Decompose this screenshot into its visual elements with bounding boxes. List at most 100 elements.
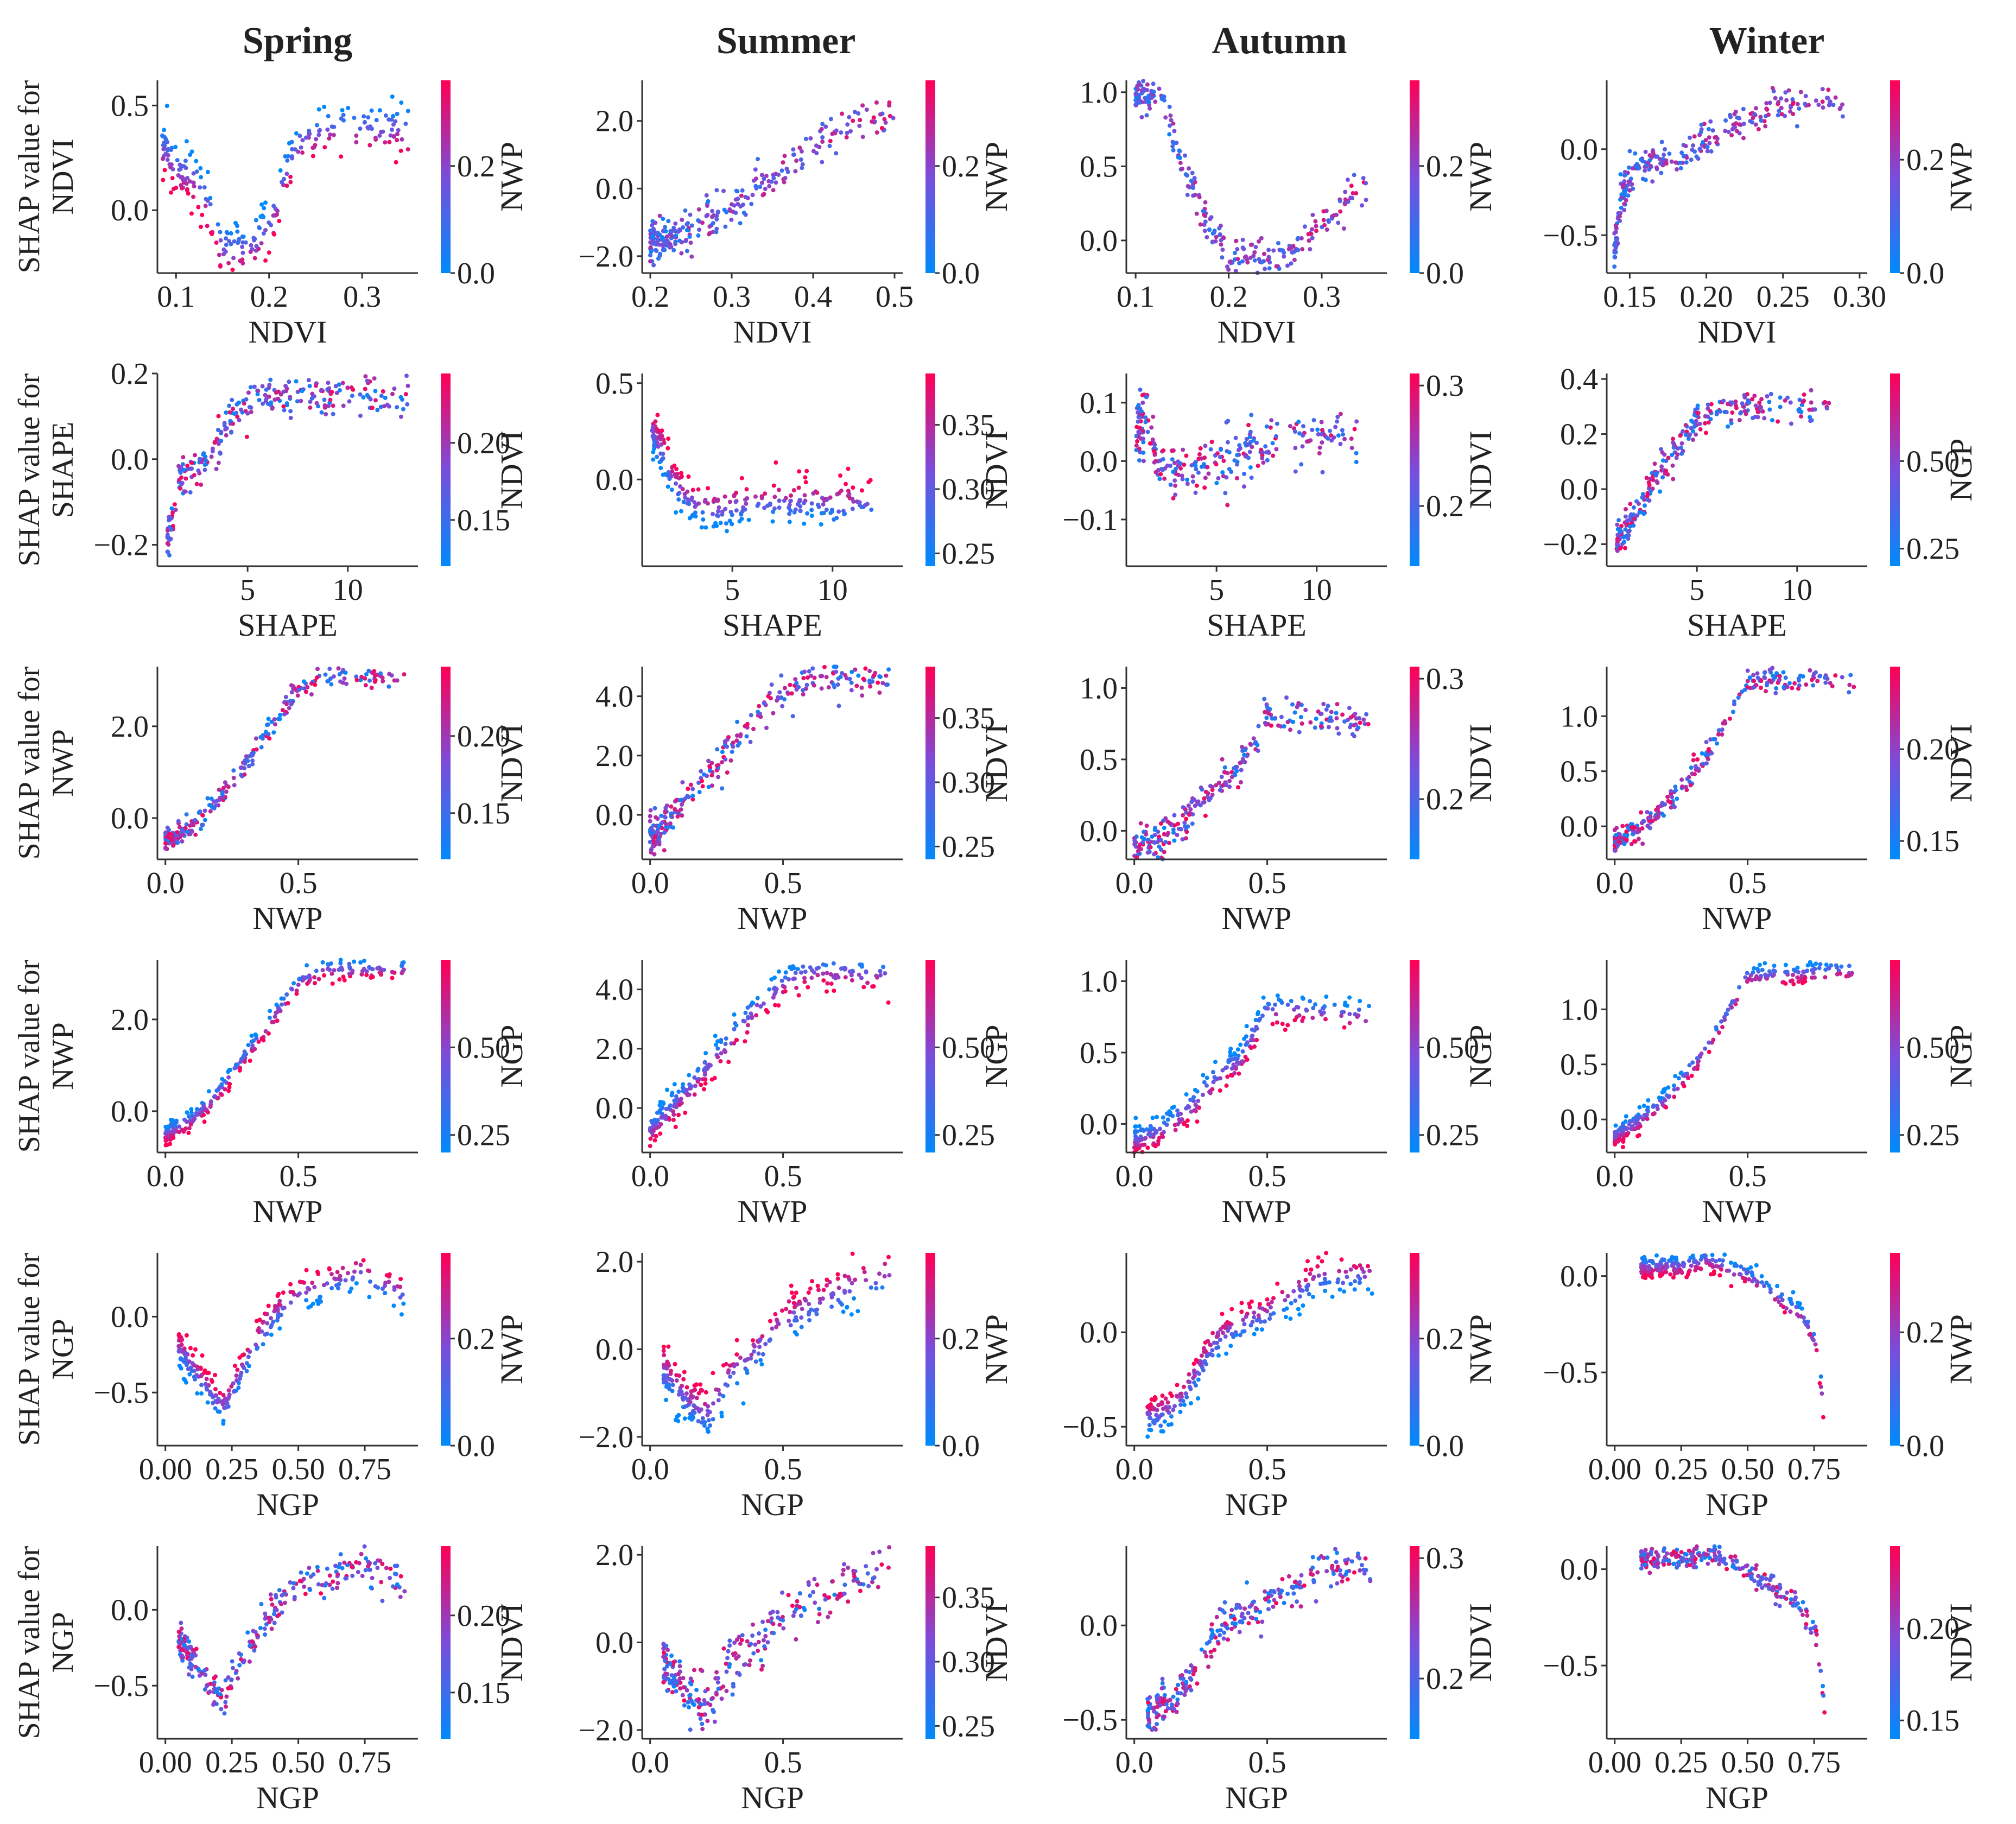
data-point (359, 972, 364, 977)
data-point (244, 397, 249, 402)
data-point (851, 499, 856, 504)
data-point (667, 1106, 671, 1111)
data-point (1654, 165, 1659, 170)
data-point (1642, 1113, 1647, 1118)
data-point (700, 784, 705, 789)
data-point (1316, 432, 1321, 436)
data-point (248, 385, 253, 390)
data-point (1150, 437, 1155, 442)
data-point (163, 841, 168, 846)
data-point (793, 677, 798, 682)
data-point (1645, 810, 1650, 815)
data-point (1223, 782, 1228, 787)
data-point (680, 780, 685, 785)
data-point (1335, 726, 1340, 731)
data-point (1783, 962, 1788, 967)
data-point (257, 398, 262, 402)
data-point (1337, 199, 1342, 204)
data-point (1318, 724, 1323, 729)
data-point (1689, 1073, 1694, 1078)
data-point (1201, 800, 1206, 805)
data-point (1790, 978, 1795, 983)
colorbar-label: NWP (1463, 142, 1498, 212)
data-point (1648, 811, 1653, 816)
data-point (276, 1291, 281, 1296)
data-point (239, 1370, 244, 1375)
data-point (745, 1030, 750, 1035)
data-point (1646, 1098, 1651, 1103)
data-point (1734, 129, 1739, 134)
data-point (808, 136, 813, 141)
data-point (861, 985, 866, 990)
data-point (1651, 150, 1656, 155)
data-point (284, 172, 289, 176)
data-point (366, 395, 371, 400)
data-point (700, 1388, 705, 1393)
data-point (1810, 677, 1814, 682)
x-tick-label: 0.0 (631, 1160, 669, 1193)
data-point (1799, 973, 1804, 978)
data-point (1847, 690, 1852, 695)
data-point (817, 1300, 822, 1305)
data-point (169, 1133, 173, 1138)
x-axis-label: NWP (253, 1194, 323, 1229)
data-point (250, 752, 255, 757)
data-point (200, 813, 205, 818)
data-point (746, 1023, 750, 1028)
data-point (1290, 250, 1295, 255)
data-point (205, 1400, 210, 1405)
data-point (1270, 441, 1275, 446)
data-point (332, 968, 337, 973)
data-point (675, 471, 680, 476)
data-point (1681, 429, 1685, 434)
data-point (1735, 115, 1740, 120)
data-point (696, 1419, 701, 1423)
data-point (1313, 725, 1317, 730)
x-axis-label: NWP (738, 901, 808, 936)
data-point (178, 470, 183, 475)
data-point (694, 1396, 699, 1401)
data-point (199, 827, 203, 832)
data-point (869, 508, 874, 512)
data-point (1732, 999, 1737, 1004)
data-point (1232, 771, 1237, 776)
data-point (1353, 722, 1358, 727)
data-point (1259, 260, 1264, 265)
data-point (861, 1266, 866, 1271)
data-point (1679, 150, 1684, 155)
data-point (1699, 122, 1704, 127)
x-axis-label: NDVI (1698, 314, 1777, 350)
data-point (1161, 1115, 1165, 1120)
data-point (1136, 435, 1141, 439)
data-point (787, 511, 792, 516)
data-point (249, 409, 253, 414)
data-point (1266, 255, 1271, 259)
data-point (1167, 132, 1172, 137)
data-point (1652, 461, 1657, 466)
data-point (873, 1281, 878, 1285)
data-point (186, 191, 191, 196)
data-point (1161, 448, 1166, 453)
data-point (1706, 402, 1710, 407)
data-point (1640, 826, 1645, 831)
data-point (868, 1285, 873, 1290)
data-point (1148, 106, 1152, 111)
data-point (1618, 211, 1623, 216)
data-point (1185, 1118, 1190, 1123)
data-point (1219, 775, 1224, 780)
data-point (805, 511, 810, 516)
data-point (189, 149, 194, 154)
data-point (1748, 111, 1753, 116)
data-point (1689, 419, 1694, 423)
data-point (347, 1289, 352, 1294)
data-point (703, 497, 708, 502)
data-point (663, 1117, 668, 1122)
data-point (391, 122, 396, 127)
data-point (267, 250, 271, 255)
data-point (759, 180, 764, 185)
data-point (271, 730, 276, 735)
data-point (1726, 424, 1730, 429)
data-point (859, 505, 864, 510)
data-point (821, 502, 826, 507)
